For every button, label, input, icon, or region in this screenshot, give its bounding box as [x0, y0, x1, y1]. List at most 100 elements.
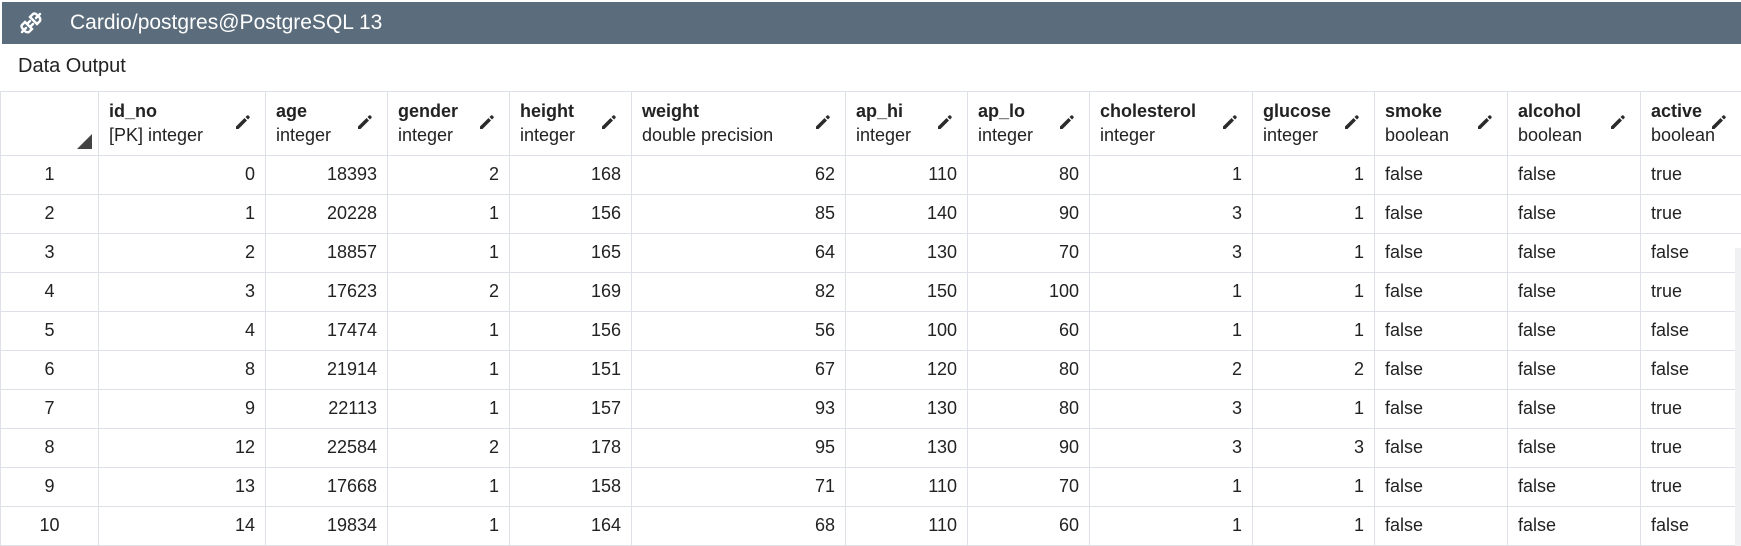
- cell-gender[interactable]: 1: [387, 233, 510, 273]
- cell-gender[interactable]: 2: [387, 428, 510, 468]
- cell-height[interactable]: 156: [509, 194, 632, 234]
- cell-cholesterol[interactable]: 3: [1089, 194, 1253, 234]
- row-number[interactable]: 2: [0, 194, 99, 234]
- cell-age[interactable]: 22113: [265, 389, 388, 429]
- cell-ap-hi[interactable]: 110: [845, 155, 968, 195]
- cell-alcohol[interactable]: false: [1507, 311, 1641, 351]
- cell-glucose[interactable]: 2: [1252, 350, 1375, 390]
- cell-active[interactable]: false: [1640, 506, 1741, 546]
- cell-id-no[interactable]: 3: [98, 272, 266, 312]
- cell-smoke[interactable]: false: [1374, 155, 1508, 195]
- cell-alcohol[interactable]: false: [1507, 233, 1641, 273]
- cell-gender[interactable]: 1: [387, 350, 510, 390]
- column-header-alcohol[interactable]: alcohol boolean: [1507, 92, 1641, 156]
- pencil-icon[interactable]: [1342, 112, 1364, 134]
- cell-id-no[interactable]: 2: [98, 233, 266, 273]
- cell-ap-hi[interactable]: 100: [845, 311, 968, 351]
- cell-id-no[interactable]: 14: [98, 506, 266, 546]
- cell-glucose[interactable]: 1: [1252, 389, 1375, 429]
- cell-cholesterol[interactable]: 3: [1089, 428, 1253, 468]
- cell-smoke[interactable]: false: [1374, 194, 1508, 234]
- cell-id-no[interactable]: 4: [98, 311, 266, 351]
- column-header-id-no[interactable]: id_no [PK] integer: [98, 92, 266, 156]
- cell-ap-hi[interactable]: 110: [845, 506, 968, 546]
- cell-age[interactable]: 17623: [265, 272, 388, 312]
- vertical-scrollbar[interactable]: [1735, 248, 1741, 546]
- select-all-corner[interactable]: [0, 92, 99, 156]
- cell-cholesterol[interactable]: 1: [1089, 311, 1253, 351]
- cell-smoke[interactable]: false: [1374, 428, 1508, 468]
- cell-ap-lo[interactable]: 60: [967, 311, 1090, 351]
- cell-id-no[interactable]: 1: [98, 194, 266, 234]
- cell-weight[interactable]: 85: [631, 194, 846, 234]
- cell-gender[interactable]: 2: [387, 272, 510, 312]
- cell-weight[interactable]: 71: [631, 467, 846, 507]
- table-row[interactable]: 9 13 17668 1 158 71 110 70 1 1 false false true: [0, 467, 1741, 507]
- cell-smoke[interactable]: false: [1374, 350, 1508, 390]
- column-header-cholesterol[interactable]: cholesterol integer: [1089, 92, 1253, 156]
- cell-cholesterol[interactable]: 1: [1089, 155, 1253, 195]
- column-header-active[interactable]: active boolean: [1640, 92, 1741, 156]
- cell-weight[interactable]: 67: [631, 350, 846, 390]
- cell-age[interactable]: 18393: [265, 155, 388, 195]
- column-header-smoke[interactable]: smoke boolean: [1374, 92, 1508, 156]
- row-number[interactable]: 8: [0, 428, 99, 468]
- cell-height[interactable]: 165: [509, 233, 632, 273]
- cell-height[interactable]: 168: [509, 155, 632, 195]
- cell-height[interactable]: 151: [509, 350, 632, 390]
- cell-id-no[interactable]: 13: [98, 467, 266, 507]
- cell-height[interactable]: 156: [509, 311, 632, 351]
- cell-height[interactable]: 158: [509, 467, 632, 507]
- plug-disconnected-icon[interactable]: [2, 2, 60, 44]
- column-header-ap-lo[interactable]: ap_lo integer: [967, 92, 1090, 156]
- cell-ap-hi[interactable]: 130: [845, 389, 968, 429]
- cell-age[interactable]: 18857: [265, 233, 388, 273]
- cell-glucose[interactable]: 1: [1252, 155, 1375, 195]
- pencil-icon[interactable]: [355, 112, 377, 134]
- cell-active[interactable]: true: [1640, 467, 1741, 507]
- pencil-icon[interactable]: [1057, 112, 1079, 134]
- row-number[interactable]: 9: [0, 467, 99, 507]
- pencil-icon[interactable]: [1709, 112, 1731, 134]
- cell-glucose[interactable]: 3: [1252, 428, 1375, 468]
- column-header-glucose[interactable]: glucose integer: [1252, 92, 1375, 156]
- cell-gender[interactable]: 1: [387, 389, 510, 429]
- cell-active[interactable]: true: [1640, 194, 1741, 234]
- cell-weight[interactable]: 56: [631, 311, 846, 351]
- cell-age[interactable]: 19834: [265, 506, 388, 546]
- cell-age[interactable]: 17668: [265, 467, 388, 507]
- table-row[interactable]: 7 9 22113 1 157 93 130 80 3 1 false false true: [0, 389, 1741, 429]
- cell-height[interactable]: 169: [509, 272, 632, 312]
- cell-alcohol[interactable]: false: [1507, 155, 1641, 195]
- cell-cholesterol[interactable]: 1: [1089, 506, 1253, 546]
- cell-gender[interactable]: 1: [387, 194, 510, 234]
- column-header-weight[interactable]: weight double precision: [631, 92, 846, 156]
- cell-active[interactable]: true: [1640, 428, 1741, 468]
- cell-cholesterol[interactable]: 3: [1089, 233, 1253, 273]
- cell-id-no[interactable]: 8: [98, 350, 266, 390]
- cell-ap-lo[interactable]: 80: [967, 155, 1090, 195]
- cell-age[interactable]: 17474: [265, 311, 388, 351]
- cell-active[interactable]: false: [1640, 233, 1741, 273]
- pencil-icon[interactable]: [1608, 112, 1630, 134]
- cell-weight[interactable]: 64: [631, 233, 846, 273]
- cell-weight[interactable]: 93: [631, 389, 846, 429]
- cell-active[interactable]: true: [1640, 389, 1741, 429]
- cell-alcohol[interactable]: false: [1507, 272, 1641, 312]
- cell-smoke[interactable]: false: [1374, 467, 1508, 507]
- cell-smoke[interactable]: false: [1374, 506, 1508, 546]
- cell-active[interactable]: true: [1640, 155, 1741, 195]
- cell-smoke[interactable]: false: [1374, 311, 1508, 351]
- row-number[interactable]: 3: [0, 233, 99, 273]
- cell-smoke[interactable]: false: [1374, 272, 1508, 312]
- cell-glucose[interactable]: 1: [1252, 194, 1375, 234]
- cell-ap-hi[interactable]: 130: [845, 233, 968, 273]
- pencil-icon[interactable]: [1220, 112, 1242, 134]
- cell-gender[interactable]: 1: [387, 311, 510, 351]
- cell-alcohol[interactable]: false: [1507, 506, 1641, 546]
- cell-ap-lo[interactable]: 80: [967, 350, 1090, 390]
- cell-glucose[interactable]: 1: [1252, 506, 1375, 546]
- cell-weight[interactable]: 95: [631, 428, 846, 468]
- cell-glucose[interactable]: 1: [1252, 272, 1375, 312]
- cell-ap-hi[interactable]: 120: [845, 350, 968, 390]
